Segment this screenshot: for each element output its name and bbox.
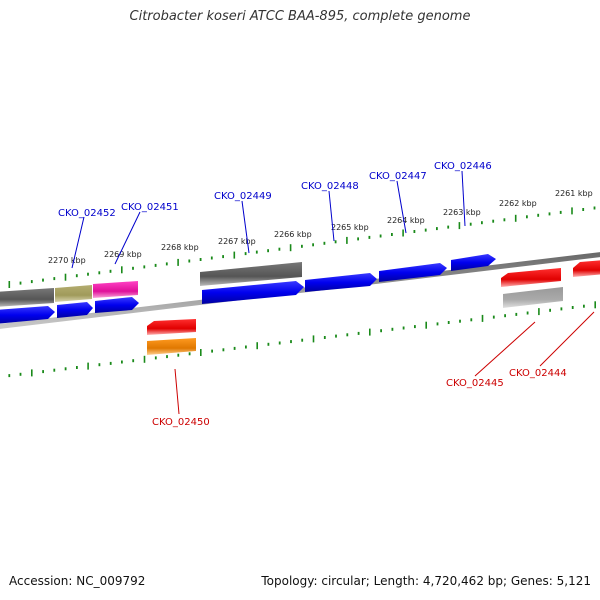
gene-feature[interactable]	[0, 288, 54, 307]
gene-label-cko-02450[interactable]: CKO_02450	[152, 417, 210, 428]
kbp-label: 2261 kbp	[555, 189, 593, 198]
gene-label-cko-02446[interactable]: CKO_02446	[434, 161, 492, 172]
kbp-label: 2269 kbp	[104, 250, 142, 259]
gene-label-cko-02451[interactable]: CKO_02451	[121, 202, 179, 213]
gene-feature-cko-02446[interactable]	[451, 254, 496, 271]
connector-line	[71, 216, 85, 269]
connector-line	[539, 311, 595, 367]
kbp-label: 2266 kbp	[274, 230, 312, 239]
gene-feature[interactable]	[57, 302, 93, 318]
kbp-tick-track-top	[8, 206, 596, 288]
gene-feature[interactable]	[55, 285, 92, 302]
connector-line	[174, 368, 180, 415]
gene-label-cko-02448[interactable]: CKO_02448	[301, 181, 359, 192]
gene-feature-cko-02447[interactable]	[379, 263, 447, 282]
gene-label-cko-02444[interactable]: CKO_02444	[509, 368, 567, 379]
gene-label-cko-02447[interactable]: CKO_02447	[369, 171, 427, 182]
gene-feature-cko-02445[interactable]	[503, 287, 563, 308]
gene-label-cko-02449[interactable]: CKO_02449	[214, 191, 272, 202]
accession-text: Accession: NC_009792	[9, 574, 146, 588]
gene-feature[interactable]	[95, 297, 139, 313]
gene-feature-cko-02448[interactable]	[305, 273, 377, 292]
genome-summary-text: Topology: circular; Length: 4,720,462 bp…	[261, 574, 591, 588]
kbp-label: 2265 kbp	[331, 223, 369, 232]
kbp-label: 2267 kbp	[218, 237, 256, 246]
gene-feature-cko-02445[interactable]	[501, 268, 561, 287]
connector-line	[474, 321, 536, 377]
gene-feature-cko-02444[interactable]	[573, 260, 600, 277]
connector-line	[461, 170, 466, 227]
kbp-label: 2262 kbp	[499, 199, 537, 208]
reverse-gene-row	[147, 260, 600, 355]
connector-line	[396, 180, 407, 234]
connector-line	[114, 211, 141, 265]
kbp-label: 2263 kbp	[443, 208, 481, 217]
gene-label-cko-02445[interactable]: CKO_02445	[446, 378, 504, 389]
gene-feature-cko-02449[interactable]	[200, 262, 302, 286]
map-title: Citrobacter koseri ATCC BAA-895, complet…	[129, 9, 471, 24]
connector-line	[328, 190, 335, 242]
gene-feature-cko-02450[interactable]	[147, 319, 196, 335]
connector-line	[241, 200, 250, 254]
gene-feature-cko-02451[interactable]	[93, 281, 138, 298]
gene-label-cko-02452[interactable]: CKO_02452	[58, 208, 116, 219]
kbp-tick-track-bottom	[8, 301, 597, 378]
gene-feature[interactable]	[0, 306, 55, 324]
gene-feature-cko-02449[interactable]	[202, 281, 304, 304]
forward-gene-row-inner	[0, 254, 496, 324]
kbp-label: 2270 kbp	[48, 256, 86, 265]
forward-gene-row-outer	[0, 262, 302, 307]
gene-feature-cko-02450[interactable]	[147, 338, 196, 355]
label-connectors	[71, 170, 595, 415]
kbp-labels: 2270 kbp 2269 kbp 2268 kbp 2267 kbp 2266…	[48, 189, 593, 265]
kbp-label: 2268 kbp	[161, 243, 199, 252]
kbp-label: 2264 kbp	[387, 216, 425, 225]
